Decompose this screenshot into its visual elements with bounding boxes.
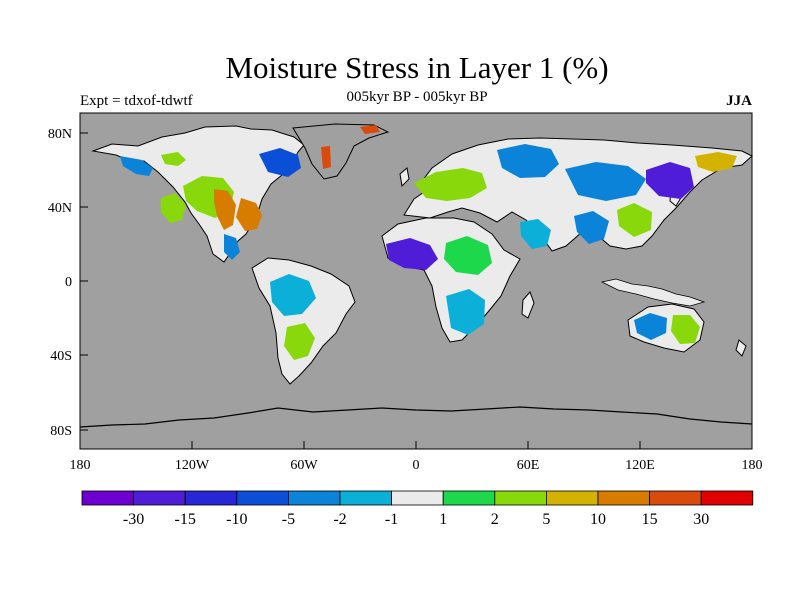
colorbar-swatch	[287, 490, 341, 506]
anomaly-patch-southeast-asia	[617, 203, 652, 237]
colorbar-swatch	[184, 490, 238, 506]
anomaly-patch-central-africa	[444, 236, 492, 275]
anomaly-patch-alaska-green	[161, 152, 186, 166]
colorbar-swatch	[442, 490, 496, 506]
anomaly-patch-greenland-top-red	[360, 125, 380, 134]
colorbar-swatch	[546, 490, 599, 506]
anomaly-patch-southeast-us	[236, 198, 262, 231]
colorbar-label: -30	[123, 511, 144, 528]
colorbar-label: -15	[175, 511, 196, 528]
greenland-landmass	[292, 123, 390, 180]
colorbar-label: 15	[642, 511, 658, 528]
y-tick-label-0: 0	[65, 275, 72, 290]
colorbar-swatch	[649, 490, 702, 506]
x-tick-label-180-left: 180	[70, 458, 91, 473]
colorbar-label: -10	[226, 511, 247, 528]
anomaly-patch-far-east-orange	[695, 152, 737, 172]
colorbar-label: 1	[439, 511, 447, 528]
colorbar-label: -2	[333, 511, 346, 528]
colorbar-label: 5	[542, 511, 550, 528]
anomaly-patch-greenland-red	[321, 146, 331, 169]
moisture-anomaly-overlay	[120, 125, 737, 360]
season-label: JJA	[726, 93, 752, 109]
anomaly-patch-central-america	[224, 234, 240, 260]
colorbar-swatch	[339, 490, 392, 506]
y-tick-label-40n: 40N	[48, 201, 72, 216]
colorbar-swatch	[236, 490, 289, 506]
uk-landmass	[399, 167, 410, 188]
x-tick-label-60w: 60W	[290, 458, 318, 473]
colorbar-label: 10	[590, 511, 606, 528]
anomaly-patch-west-africa	[386, 238, 438, 270]
anomaly-patch-northwest-america	[120, 156, 153, 176]
colorbar-label: 2	[491, 511, 499, 528]
colorbar-swatch	[391, 490, 444, 506]
anomaly-patch-amazon	[270, 274, 316, 316]
colorbar-swatch	[133, 490, 186, 506]
experiment-label: Expt = tdxof-tdwtf	[80, 93, 193, 109]
x-tick-label-180-right: 180	[742, 458, 763, 473]
y-tick-label-40s: 40S	[50, 349, 72, 364]
anomaly-patch-east-asia	[646, 162, 694, 199]
anomaly-patch-arabian-peninsula	[520, 219, 551, 249]
colorbar-swatch	[597, 490, 650, 506]
anomaly-patch-western-us	[161, 193, 186, 223]
new-zealand-landmass	[735, 339, 747, 357]
map-axis-ticks: 80N 40N 0 40S 80S 180 120W 60W 0 60E 120…	[48, 127, 763, 473]
map-plot: 80N 40N 0 40S 80S 180 120W 60W 0 60E 120…	[48, 112, 763, 473]
anomaly-patch-europe	[414, 168, 487, 201]
colorbar-swatch	[494, 490, 547, 506]
y-tick-label-80n: 80N	[48, 127, 72, 142]
indonesia-landmass	[600, 278, 706, 307]
anomaly-patch-northeast-canada	[259, 148, 301, 177]
colorbar-label: -5	[282, 511, 295, 528]
anomaly-patch-southern-africa	[446, 289, 485, 335]
anomaly-patch-australia-east	[671, 315, 700, 344]
colorbar-swatch	[700, 490, 754, 506]
antarctic-coastline	[79, 406, 753, 428]
x-tick-label-120e: 120E	[625, 458, 655, 473]
y-tick-label-80s: 80S	[50, 424, 72, 439]
anomaly-patch-great-lakes	[214, 189, 236, 230]
figure-title: Moisture Stress in Layer 1 (%)	[225, 50, 609, 85]
anomaly-patch-south-america-south	[284, 323, 315, 360]
x-tick-label-0: 0	[413, 458, 420, 473]
colorbar-label: 30	[693, 511, 709, 528]
anomaly-patch-australia-west	[634, 313, 667, 340]
x-tick-label-60e: 60E	[517, 458, 540, 473]
x-tick-label-120w: 120W	[175, 458, 210, 473]
figure-subtitle: 005kyr BP - 005kyr BP	[346, 89, 488, 105]
colorbar-label: -1	[385, 511, 398, 528]
colorbar: -30 -15 -10 -5 -2 -1 1 2 5 10 15 30	[81, 490, 754, 528]
anomaly-patch-central-asia	[565, 162, 646, 201]
colorbar-swatch	[81, 490, 134, 506]
madagascar-landmass	[521, 291, 535, 319]
anomaly-patch-siberia-west	[497, 144, 559, 178]
anomaly-patch-india	[574, 211, 609, 244]
